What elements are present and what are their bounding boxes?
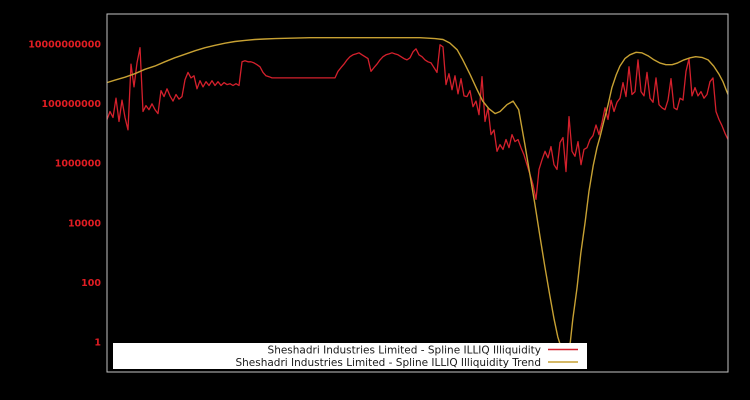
illiquidity-line-series bbox=[107, 44, 728, 201]
legend-box bbox=[113, 343, 587, 369]
legend-label-illiquidity: Sheshadri Industries Limited - Spline IL… bbox=[268, 345, 541, 357]
y-axis-tick-labels: 1 100 10000 1000000 100000000 10000000000 bbox=[28, 39, 101, 348]
y-tick-label: 1000000 bbox=[55, 159, 102, 170]
y-tick-label: 10000 bbox=[68, 218, 101, 229]
y-tick-label: 100 bbox=[81, 278, 101, 289]
y-tick-label: 1 bbox=[94, 338, 101, 349]
y-tick-label: 10000000000 bbox=[28, 39, 101, 50]
legend-label-trend: Sheshadri Industries Limited - Spline IL… bbox=[235, 357, 541, 369]
plot-border bbox=[106, 13, 729, 373]
legend: Sheshadri Industries Limited - Spline IL… bbox=[113, 343, 587, 369]
trend-line-series bbox=[107, 37, 728, 358]
plot-area bbox=[107, 14, 728, 372]
y-tick-label: 100000000 bbox=[42, 99, 102, 110]
